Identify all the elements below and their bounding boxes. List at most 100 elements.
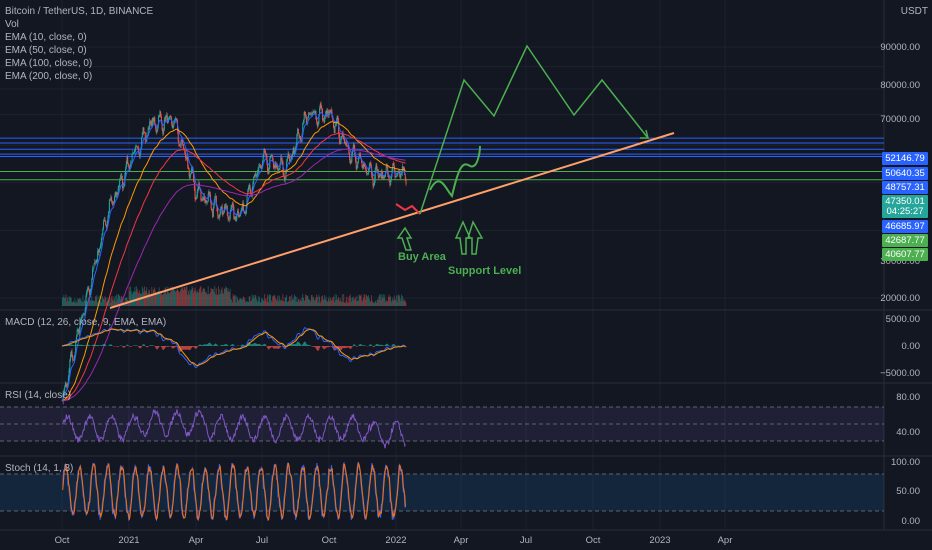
candle-body [210,200,212,209]
candle-body [349,153,351,160]
macd-histogram-bar [308,345,310,346]
volume-bar [151,286,153,306]
volume-bar [95,296,97,306]
candle-body [224,206,226,208]
vol-label[interactable]: Vol [5,19,19,30]
candle-body [260,166,262,169]
macd-histogram-bar [201,344,203,346]
candle-body [168,116,170,119]
macd-histogram-bar [146,346,148,348]
candle-body [288,153,290,157]
macd-histogram-bar [196,346,197,349]
macd-histogram-bar [143,344,145,346]
volume-bar [205,291,207,306]
macd-histogram-bar [67,345,69,346]
price-badge[interactable]: 48757.31 [882,181,928,194]
macd-histogram-bar [233,345,235,346]
macd-histogram-bar [85,345,87,346]
macd-histogram-bar [135,345,137,346]
rsi-label[interactable]: RSI (14, close) [5,390,72,401]
macd-histogram-bar [298,342,300,346]
macd-label[interactable]: MACD (12, 26, close, 9, EMA, EMA) [5,317,167,328]
macd-histogram-bar [215,343,216,346]
price-badge[interactable]: 47350.01 [882,195,928,208]
stoch-label[interactable]: Stoch (14, 1, 3) [5,463,74,474]
candle-body [109,199,111,201]
volume-bar [104,296,106,306]
volume-bar [387,296,389,306]
macd-histogram-bar [240,345,242,346]
volume-bar [298,299,300,306]
candle-body [245,212,247,214]
candle-body [365,169,367,174]
macd-histogram-bar [336,346,338,348]
volume-bar [92,301,94,306]
volume-bar [389,296,391,306]
candle-body [388,176,390,182]
candle-body [215,196,217,197]
macd-histogram-bar [280,346,282,347]
volume-bar [400,301,402,306]
candle-body [332,117,334,123]
ema-200-label[interactable]: EMA (200, close, 0) [5,71,93,82]
volume-bar [272,296,274,306]
volume-bar [324,299,326,306]
candle-body [190,169,192,174]
volume-bar [235,302,237,306]
candle-body [393,163,395,166]
candle-body [308,112,310,114]
price-badge[interactable]: 40607.77 [882,248,928,261]
volume-bar [162,294,164,306]
volume-bar [275,300,277,306]
candle-body [316,121,318,127]
macd-histogram-bar [256,343,258,346]
price-badge[interactable]: 52146.79 [882,152,928,165]
candle-body [196,191,198,198]
macd-histogram-bar [206,344,208,346]
volume-bar [206,293,208,306]
candle-body [292,147,294,154]
volume-bar [304,300,306,306]
price-badge[interactable]: 46685.97 [882,220,928,233]
macd-histogram-bar [158,346,160,347]
candle-body [152,117,154,126]
candle-body [85,296,87,309]
macd-histogram-bar [376,344,378,346]
candle-body [219,214,221,217]
macd-histogram-bar [89,345,91,346]
ema-100-label[interactable]: EMA (100, close, 0) [5,58,93,69]
volume-bar [155,292,157,306]
candle-body [108,199,110,212]
candle-body [83,313,85,315]
ema-50-label[interactable]: EMA (50, close, 0) [5,45,87,56]
macd-histogram-bar [267,346,268,348]
volume-bar [90,300,92,306]
candle-body [325,110,327,114]
price-badge[interactable]: 04:25:27 [882,205,928,218]
candle-body [124,169,126,176]
currency-label[interactable]: USDT [900,6,928,17]
macd-histogram-bar [274,346,276,349]
candle-body [320,103,322,109]
candle-body [255,174,257,177]
macd-tick-label: −5000.00 [880,368,920,379]
candle-body [357,162,359,168]
candle-body [126,156,128,164]
macd-histogram-bar [162,346,164,350]
volume-bar [72,300,74,306]
ema-10-label[interactable]: EMA (10, close, 0) [5,32,87,43]
volume-bar [368,298,370,306]
price-badge[interactable]: 50640.35 [882,167,928,180]
price-badge[interactable]: 42687.77 [882,234,928,247]
volume-bar [282,294,284,306]
volume-bar [168,293,170,306]
macd-histogram-bar [110,344,112,346]
candle-body [390,174,392,180]
macd-histogram-bar [75,345,77,346]
horizontal-levels[interactable] [0,137,884,181]
candle-body [337,115,339,121]
symbol-title[interactable]: Bitcoin / TetherUS, 1D, BINANCE [5,6,154,17]
candle-body [274,163,276,168]
user-drawings[interactable] [109,44,675,309]
